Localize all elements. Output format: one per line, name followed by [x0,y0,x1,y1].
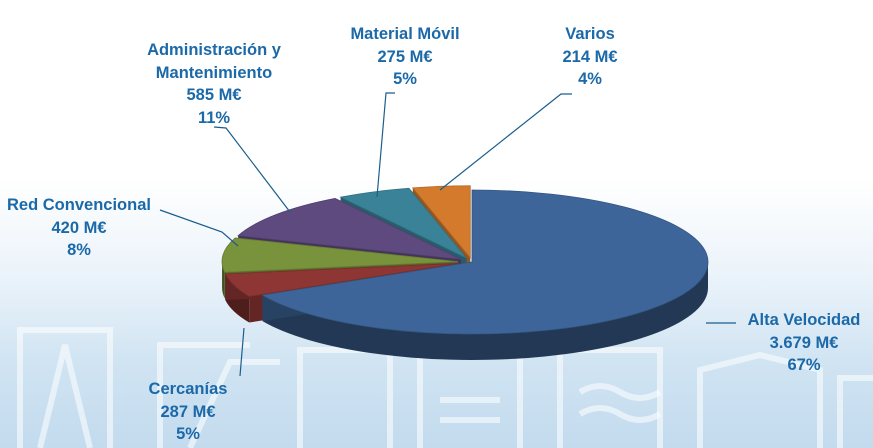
label-amount: 287 M€ [160,402,216,421]
label-name: Red Convencional [7,196,151,214]
leader-line-1 [239,327,245,377]
label-varios: Varios 214 M€ 4% [535,23,645,91]
label-red-convencional: Red Convencional 420 M€ 8% [0,194,158,262]
slice-top-0 [261,189,709,335]
label-name: Cercanías [148,380,228,398]
leader-line-4 [376,92,395,198]
label-percent: 67% [787,356,821,374]
label-cercanias: Cercanías 287 M€ 5% [136,378,240,446]
leader-line-5 [439,93,572,191]
label-name: Alta Velocidad [747,311,861,329]
label-material-movil: Material Móvil 275 M€ 5% [340,23,470,91]
leader-line-3 [213,126,291,213]
label-percent: 5% [393,70,417,88]
label-percent: 11% [197,108,231,127]
label-administracion-mantenimiento: Administración y Mantenimiento 585 M€ 11… [104,39,324,129]
label-percent: 5% [176,425,200,443]
slice-top-4 [339,187,467,259]
label-name: Material Móvil [350,25,460,43]
leader-line-2 [159,209,239,247]
slice-top-3 [237,198,462,260]
leader-lines [159,92,736,377]
label-amount: 3.679 M€ [769,333,839,352]
label-amount: 420 M€ [51,218,107,237]
slice-top-2 [221,237,459,273]
slice-top-1 [224,262,459,297]
label-name-line-2: Mantenimiento [155,63,273,82]
slice-top-5 [411,185,471,259]
label-percent: 4% [578,70,602,88]
label-amount: 585 M€ [186,86,242,104]
label-name: Varios [565,25,615,43]
label-alta-velocidad: Alta Velocidad 3.679 M€ 67% [738,309,870,377]
pie-slices [221,185,709,360]
label-name-line-1: Administración y [147,41,281,59]
label-percent: 8% [67,241,91,259]
label-amount: 214 M€ [562,47,618,66]
slice-side-0 [262,262,708,360]
label-amount: 275 M€ [377,47,433,66]
slice-side-2 [222,261,225,299]
